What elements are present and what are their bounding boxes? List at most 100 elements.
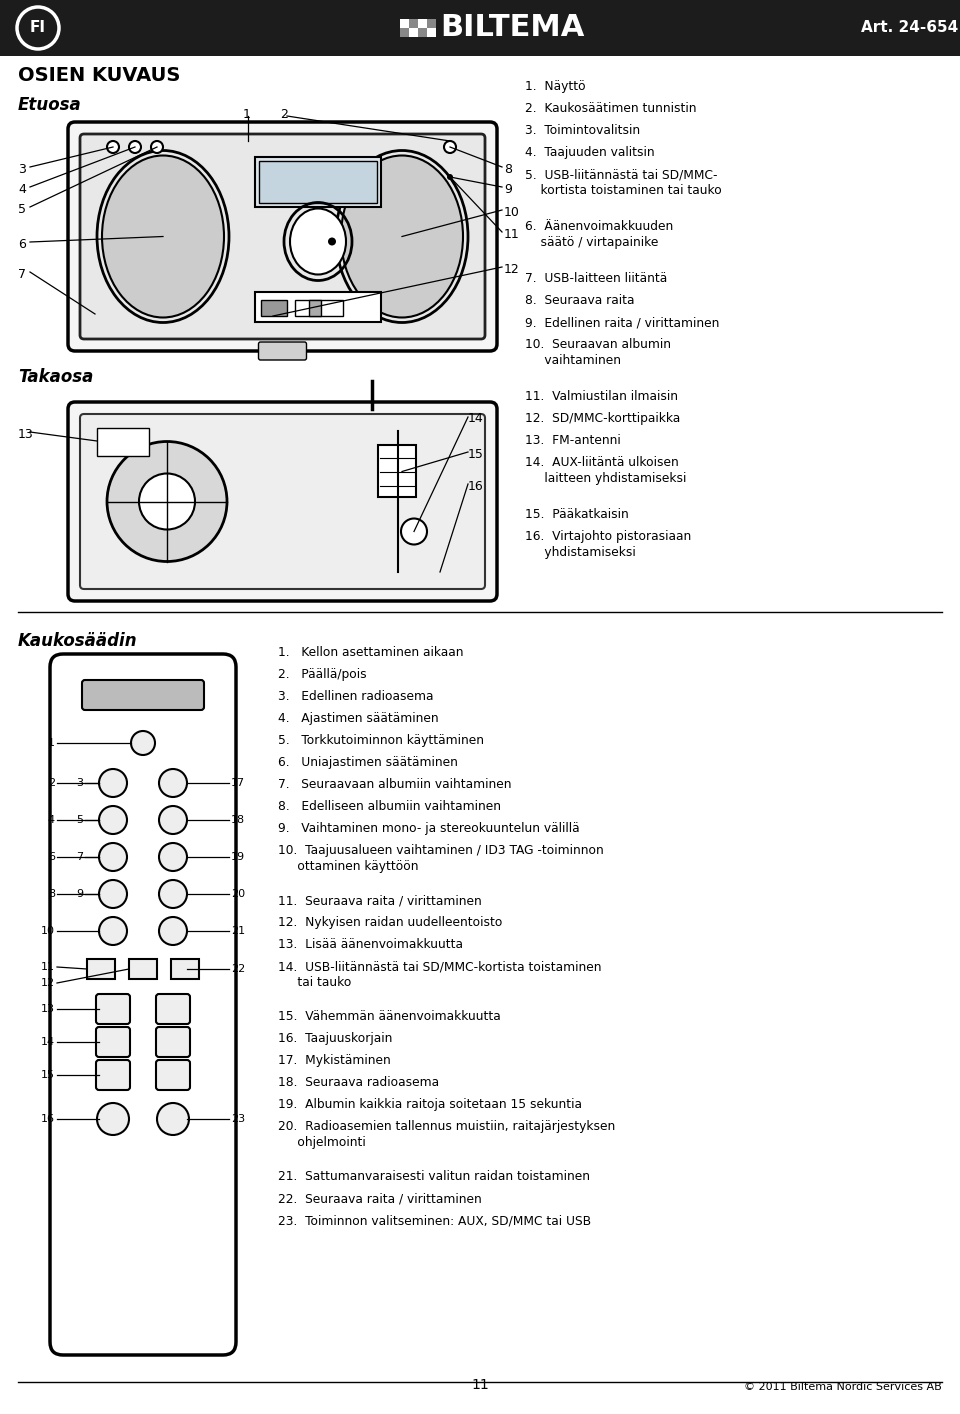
Text: 7.   Seuraavaan albumiin vaihtaminen: 7. Seuraavaan albumiin vaihtaminen [278,778,512,790]
Bar [0,0,960,57]
Bar [418,28,427,37]
Text: 21: 21 [231,926,245,936]
Text: 4: 4 [18,182,26,197]
Text: 9: 9 [504,182,512,197]
Circle shape [97,1103,129,1135]
Text: 3: 3 [76,778,83,788]
Text: 22: 22 [231,964,245,974]
Text: 1: 1 [243,107,251,122]
Text: 15.  Pääkatkaisin: 15. Pääkatkaisin [525,508,629,520]
Text: 3: 3 [18,163,26,175]
Bar [400,18,409,28]
Bar [378,444,416,496]
FancyBboxPatch shape [80,134,485,339]
Text: 2.   Päällä/pois: 2. Päällä/pois [278,667,367,682]
Text: 9.  Edellinen raita / virittaminen: 9. Edellinen raita / virittaminen [525,315,719,329]
Bar [97,428,149,455]
Text: 23: 23 [231,1114,245,1124]
Text: 14: 14 [468,411,484,426]
Circle shape [447,174,453,180]
Text: 18.  Seuraava radioasema: 18. Seuraava radioasema [278,1076,439,1089]
Circle shape [151,141,163,153]
Text: 16: 16 [41,1114,55,1124]
Text: FI: FI [30,20,46,35]
FancyBboxPatch shape [96,994,130,1024]
Text: 13.  Lisää äänenvoimakkuutta: 13. Lisää äänenvoimakkuutta [278,937,463,952]
Text: 4.   Ajastimen säätäminen: 4. Ajastimen säätäminen [278,713,439,725]
Text: 8.  Seuraava raita: 8. Seuraava raita [525,294,635,307]
Text: 6.   Uniajastimen säätäminen: 6. Uniajastimen säätäminen [278,756,458,769]
Text: 10.  Seuraavan albumin
     vaihtaminen: 10. Seuraavan albumin vaihtaminen [525,338,671,368]
Text: 15: 15 [41,1070,55,1080]
Ellipse shape [290,208,346,274]
FancyBboxPatch shape [258,342,306,361]
Text: Kaukosäädin: Kaukosäädin [18,632,137,650]
FancyBboxPatch shape [96,1060,130,1090]
FancyBboxPatch shape [82,680,204,710]
Bar [427,28,436,37]
Ellipse shape [102,156,224,318]
Circle shape [157,1103,189,1135]
Circle shape [401,519,427,544]
Circle shape [131,731,155,755]
Text: 8: 8 [504,163,512,175]
Text: © 2011 Biltema Nordic Services AB: © 2011 Biltema Nordic Services AB [744,1381,942,1391]
Text: 4: 4 [48,814,55,824]
Text: 7: 7 [18,269,26,281]
FancyBboxPatch shape [156,1027,190,1058]
Text: 13.  FM-antenni: 13. FM-antenni [525,434,621,447]
Circle shape [129,141,141,153]
Text: 8: 8 [48,889,55,899]
Text: 11: 11 [504,228,519,240]
Text: 10.  Taajuusalueen vaihtaminen / ID3 TAG -toiminnon
     ottaminen käyttöön: 10. Taajuusalueen vaihtaminen / ID3 TAG … [278,844,604,872]
Text: 13: 13 [41,1004,55,1014]
Bar [409,18,418,28]
Circle shape [99,843,127,871]
Circle shape [159,880,187,908]
FancyBboxPatch shape [50,655,236,1355]
Text: 15.  Vähemmän äänenvoimakkuutta: 15. Vähemmän äänenvoimakkuutta [278,1010,501,1022]
Text: 6: 6 [18,238,26,252]
Text: 6: 6 [48,853,55,863]
Text: 1: 1 [48,738,55,748]
Text: 2: 2 [48,778,55,788]
Text: 12: 12 [41,978,55,988]
Text: OSIEN KUVAUS: OSIEN KUVAUS [18,66,180,85]
Text: 2: 2 [280,107,288,122]
Text: 16.  Taajuuskorjain: 16. Taajuuskorjain [278,1032,393,1045]
Bar [255,293,381,322]
Bar [418,18,427,28]
FancyBboxPatch shape [156,994,190,1024]
Text: 1.  Näyttö: 1. Näyttö [525,81,586,93]
Text: 4.  Taajuuden valitsin: 4. Taajuuden valitsin [525,146,655,158]
Text: 7: 7 [76,853,83,863]
Circle shape [139,474,195,529]
Text: 14: 14 [41,1036,55,1046]
Bar [259,161,377,204]
FancyBboxPatch shape [96,1027,130,1058]
Text: 2.  Kaukosäätimen tunnistin: 2. Kaukosäätimen tunnistin [525,102,697,115]
Text: 12: 12 [504,263,519,276]
Bar [129,959,157,978]
Circle shape [107,441,227,561]
Bar [295,300,343,315]
Text: 11.  Valmiustilan ilmaisin: 11. Valmiustilan ilmaisin [525,390,678,403]
Circle shape [328,238,336,246]
Bar [309,300,321,315]
Text: 23.  Toiminnon valitseminen: AUX, SD/MMC tai USB: 23. Toiminnon valitseminen: AUX, SD/MMC … [278,1215,591,1227]
Text: 11: 11 [471,1379,489,1391]
Bar [400,28,409,37]
Bar [171,959,199,978]
Circle shape [159,918,187,945]
Text: 19: 19 [231,853,245,863]
Text: 15: 15 [468,448,484,461]
Bar [427,18,436,28]
Text: 5.   Torkkutoiminnon käyttäminen: 5. Torkkutoiminnon käyttäminen [278,734,484,747]
Text: Etuosa: Etuosa [18,96,82,115]
Circle shape [159,806,187,834]
Bar [255,157,381,206]
Circle shape [99,806,127,834]
Circle shape [99,769,127,797]
Text: 22.  Seuraava raita / virittaminen: 22. Seuraava raita / virittaminen [278,1192,482,1205]
FancyBboxPatch shape [68,402,497,601]
